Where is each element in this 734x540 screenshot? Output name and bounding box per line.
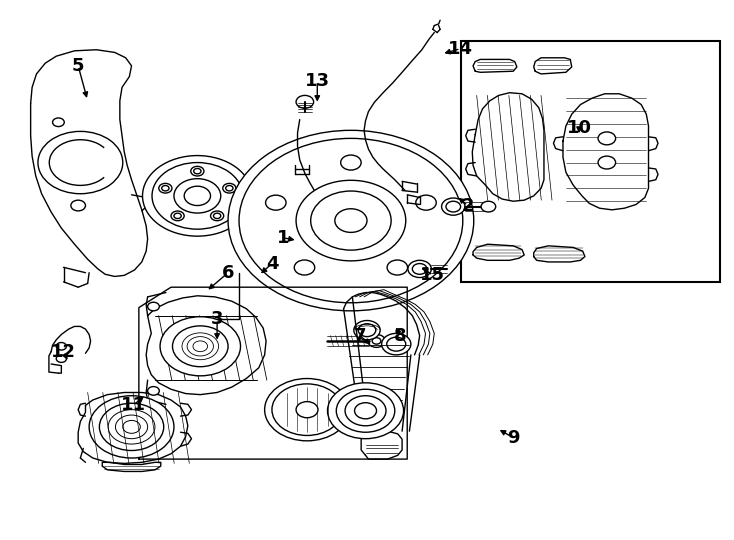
Circle shape [193,341,208,352]
Circle shape [296,96,313,109]
Circle shape [446,201,461,212]
Circle shape [71,200,85,211]
Circle shape [211,211,224,221]
Text: 11: 11 [120,396,145,414]
Circle shape [294,260,315,275]
Circle shape [99,403,164,450]
Circle shape [335,209,367,232]
Circle shape [214,213,221,219]
Text: 8: 8 [393,327,406,345]
Circle shape [152,163,243,229]
Circle shape [481,201,495,212]
Circle shape [148,387,159,395]
Circle shape [382,333,411,355]
Circle shape [174,179,221,213]
Circle shape [222,184,236,193]
Circle shape [358,323,376,336]
Circle shape [265,379,349,441]
Circle shape [174,213,181,219]
Circle shape [225,186,233,191]
Circle shape [372,338,381,344]
Circle shape [336,389,395,432]
Circle shape [415,195,436,210]
Circle shape [598,156,616,169]
Circle shape [442,198,465,215]
Circle shape [194,168,201,174]
Text: 15: 15 [421,266,446,285]
Text: 9: 9 [507,429,520,447]
Circle shape [408,260,432,278]
Circle shape [57,342,67,350]
Text: 6: 6 [222,264,234,282]
Text: 10: 10 [567,119,592,137]
Circle shape [159,184,172,193]
Circle shape [368,334,385,347]
Circle shape [341,155,361,170]
Circle shape [354,321,380,340]
Circle shape [160,317,241,376]
Text: 14: 14 [448,39,473,58]
Circle shape [272,384,342,435]
Circle shape [387,260,407,275]
Circle shape [187,336,214,356]
Text: 12: 12 [51,343,76,361]
Circle shape [161,186,169,191]
Circle shape [142,156,252,236]
FancyBboxPatch shape [461,41,720,282]
Circle shape [123,421,140,433]
Circle shape [57,355,67,362]
Text: 2: 2 [462,197,474,214]
Circle shape [115,415,148,438]
Circle shape [387,337,406,351]
Circle shape [598,132,616,145]
Circle shape [172,326,228,367]
Circle shape [89,396,174,458]
Text: 4: 4 [266,254,278,273]
Circle shape [296,180,406,261]
Circle shape [310,191,391,250]
Text: 13: 13 [305,72,330,90]
Circle shape [108,410,155,444]
Circle shape [53,118,65,126]
Circle shape [148,302,159,311]
Text: 3: 3 [211,310,223,328]
Circle shape [266,195,286,210]
Circle shape [184,186,211,206]
Circle shape [413,264,427,274]
Text: 5: 5 [72,57,84,75]
Circle shape [327,383,404,438]
Circle shape [355,403,377,419]
Circle shape [228,130,473,311]
Circle shape [296,402,318,418]
Circle shape [345,396,386,426]
Circle shape [239,138,463,303]
Circle shape [182,333,219,360]
Text: 7: 7 [354,327,366,345]
Circle shape [191,166,204,176]
Circle shape [38,131,123,194]
Circle shape [171,211,184,221]
Circle shape [281,235,299,248]
Text: 1: 1 [277,229,289,247]
